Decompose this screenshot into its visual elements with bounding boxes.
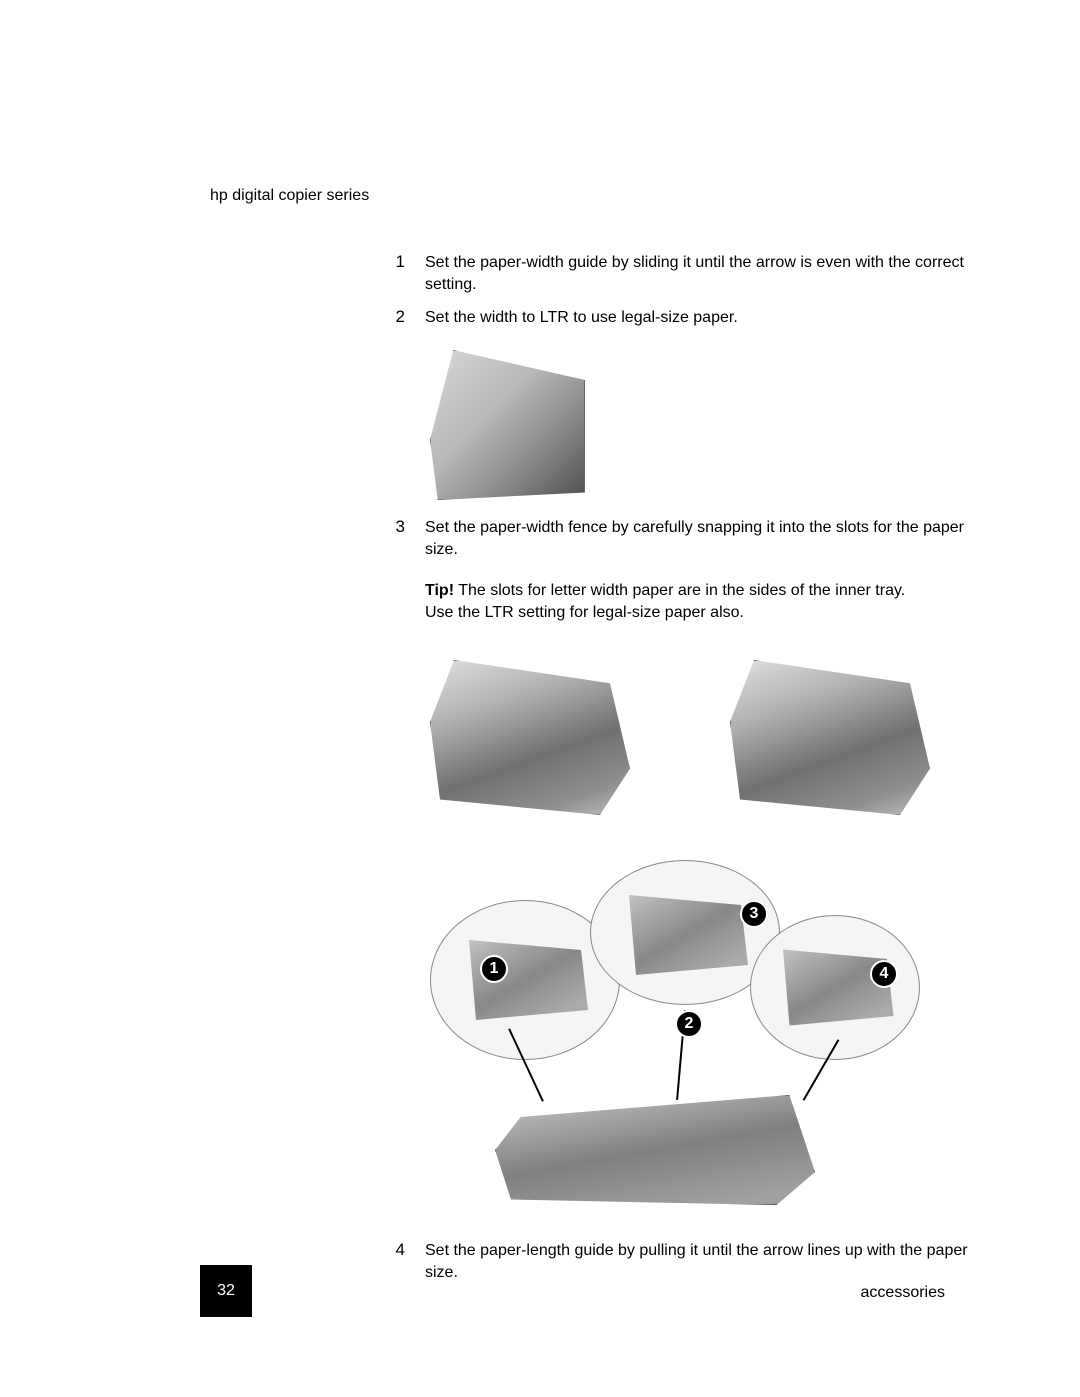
paper-guide-illustration-1 [430, 350, 585, 500]
tip-content: Tip! The slots for letter width paper ar… [425, 580, 925, 625]
diagram-tray-main [495, 1095, 815, 1205]
tip-row: Tip! The slots for letter width paper ar… [425, 580, 925, 625]
step-text-2: Set the width to LTR to use legal-size p… [425, 307, 738, 329]
step-row-3: 3 Set the paper-width fence by carefully… [375, 517, 985, 562]
step-number-3: 3 [375, 517, 405, 537]
footer-section: accessories [861, 1284, 945, 1302]
callout-badge-4: 4 [870, 960, 898, 988]
step-number-4: 4 [375, 1240, 405, 1260]
callout-badge-2: 2 [675, 1010, 703, 1038]
paper-fence-illustration-left [430, 660, 630, 815]
tip-text: The slots for letter width paper are in … [425, 582, 905, 621]
step-number-1: 1 [375, 252, 405, 272]
step-row-4: 4 Set the paper-length guide by pulling … [375, 1240, 985, 1285]
callout-badge-1: 1 [480, 955, 508, 983]
page-number: 32 [200, 1265, 252, 1317]
header-title: hp digital copier series [210, 187, 369, 205]
step-text-3: Set the paper-width fence by carefully s… [425, 517, 985, 562]
step-row-2: 2 Set the width to LTR to use legal-size… [375, 307, 738, 329]
step-text-1: Set the paper-width guide by sliding it … [425, 252, 985, 297]
step-text-4: Set the paper-length guide by pulling it… [425, 1240, 985, 1285]
paper-fence-illustration-right [730, 660, 930, 815]
callout-diagram: 1 2 3 4 [420, 860, 920, 1220]
step-number-2: 2 [375, 307, 405, 327]
step-row-1: 1 Set the paper-width guide by sliding i… [375, 252, 985, 297]
tip-label: Tip! [425, 582, 454, 599]
callout-badge-3: 3 [740, 900, 768, 928]
